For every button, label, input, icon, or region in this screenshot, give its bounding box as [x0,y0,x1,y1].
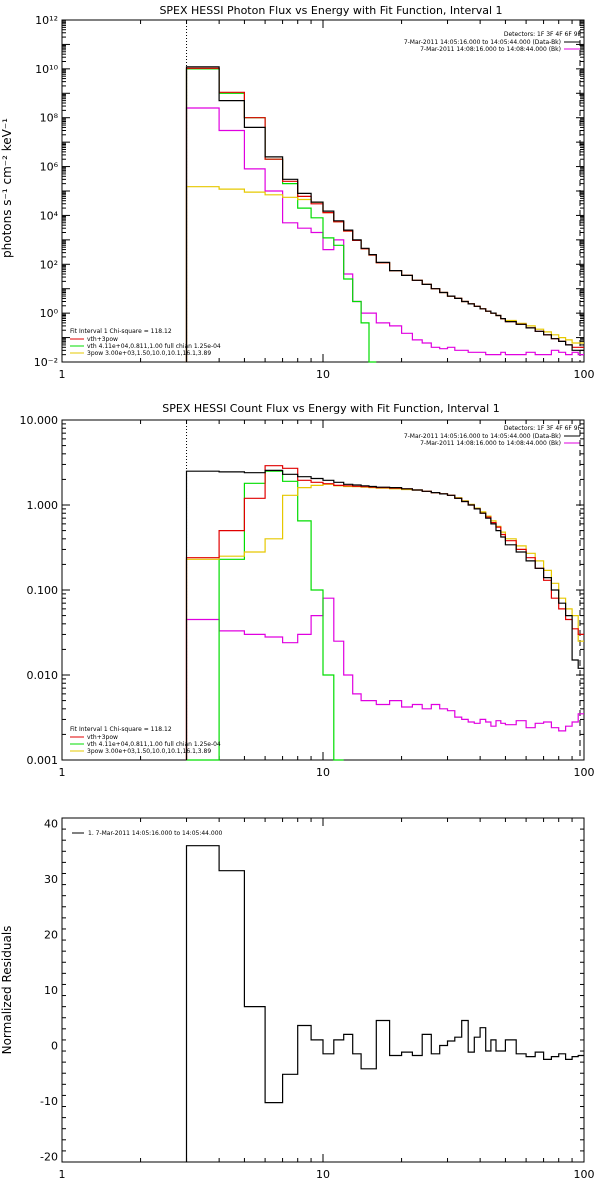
photon-x-tick-label: 1 [59,368,66,381]
photon-y-tick-label: 10⁴ [40,209,59,222]
count-axes: 1 10 100 0.001 0.010 0.100 1.000 10.000 [20,414,595,779]
residuals-y-tick-label: 0 [51,1039,58,1052]
count-flux-panel: SPEX HESSI Count Flux vs Energy with Fit… [20,402,595,779]
residuals-y-tick-label: 30 [44,873,58,886]
count-x-tick-label: 10 [316,766,330,779]
photon-legend: Fit Interval 1 Chi-square = 118.12 vth+3… [70,328,221,357]
photon-detectors-label: Detectors: 1F 3F 4F 6F 9F [504,31,582,38]
photon-x-tick-label: 100 [574,368,595,381]
count-series-background [185,597,584,760]
photon-flux-panel: SPEX HESSI Photon Flux vs Energy with Fi… [0,4,595,381]
residuals-y-tick-label: 10 [44,984,58,997]
photon-y-tick-label: 10¹² [35,14,58,27]
residuals-series [185,845,584,1162]
count-panel-title: SPEX HESSI Count Flux vs Energy with Fit… [162,402,499,415]
count-legend: Fit Interval 1 Chi-square = 118.12 vth+3… [70,726,221,755]
residuals-series-residual [185,845,584,1162]
count-y-tick-label: 0.100 [27,584,59,597]
residuals-legend-label: 1. 7-Mar-2011 14:05:16.000 to 14:05:44.0… [88,830,223,837]
count-background-interval-label: 7-Mar-2011 14:08:16.000 to 14:08:44.000 … [420,440,561,447]
count-legend-pow: 3pow 3.00e+03,1.50,10.0,10.1,16.1,3.89 [87,748,211,755]
count-y-tick-label: 0.010 [27,669,59,682]
photon-legend-total: vth+3pow [87,336,118,343]
residuals-x-tick-label: 10 [316,1168,330,1181]
residuals-y-tick-label: -20 [40,1150,58,1163]
residuals-legend: 1. 7-Mar-2011 14:05:16.000 to 14:05:44.0… [72,830,223,837]
photon-panel-title: SPEX HESSI Photon Flux vs Energy with Fi… [159,4,502,17]
photon-series [185,66,584,363]
count-x-tick-label: 100 [574,766,595,779]
photon-legend-vth: vth 4.11e+04,0.811,1.00 full chian 1.25e… [87,343,221,350]
photon-y-tick-label: 10⁸ [40,112,59,125]
count-y-tick-label: 1.000 [27,499,59,512]
residuals-x-tick-label: 1 [59,1168,66,1181]
photon-fit-summary: Fit Interval 1 Chi-square = 118.12 [70,328,172,335]
photon-series-background [185,107,584,362]
photon-y-tick-label: 10⁻² [34,356,58,369]
photon-y-tick-label: 10¹⁰ [35,63,58,76]
count-series-data [185,469,584,760]
photon-panel-ylabel: photons s⁻¹ cm⁻² keV⁻¹ [0,118,14,258]
residuals-y-tick-label: -10 [40,1095,58,1108]
count-series [185,465,584,761]
photon-legend-pow: 3pow 3.00e+03,1.50,10.0,10.1,16.1,3.89 [87,350,211,357]
count-x-tick-label: 1 [59,766,66,779]
photon-series-data [185,66,584,362]
photon-y-tick-label: 10² [40,258,58,271]
count-legend-vth: vth 4.11e+04,0.811,1.00 full chian 1.25e… [87,741,221,748]
residuals-axes: 1 10 100 -20 -10 0 10 20 30 40 [40,817,595,1181]
residuals-panel-ylabel: Normalized Residuals [0,926,14,1055]
count-fit-summary: Fit Interval 1 Chi-square = 118.12 [70,726,172,733]
photon-x-tick-label: 10 [316,368,330,381]
count-detectors-label: Detectors: 1F 3F 4F 6F 9F [504,425,582,432]
residuals-x-tick-label: 100 [574,1168,595,1181]
photon-background-interval-label: 7-Mar-2011 14:08:16.000 to 14:08:44.000 … [420,46,561,53]
photon-data-interval-label: 7-Mar-2011 14:05:16.000 to 14:05:44.000 … [404,39,561,46]
photon-y-tick-label: 10⁶ [40,161,59,174]
residuals-panel: Normalized Residuals 1 10 100 -20 -10 0 10 20 30… [0,817,595,1181]
count-series-vth [186,470,344,761]
count-legend-total: vth+3pow [87,734,118,741]
count-y-tick-label: 10.000 [20,414,59,427]
count-y-tick-label: 0.001 [27,754,59,767]
residuals-y-tick-label: 20 [44,929,58,942]
count-data-interval-label: 7-Mar-2011 14:05:16.000 to 14:05:44.000 … [404,433,561,440]
residuals-y-tick-label: 40 [44,818,58,831]
photon-y-tick-label: 10⁰ [40,307,59,320]
